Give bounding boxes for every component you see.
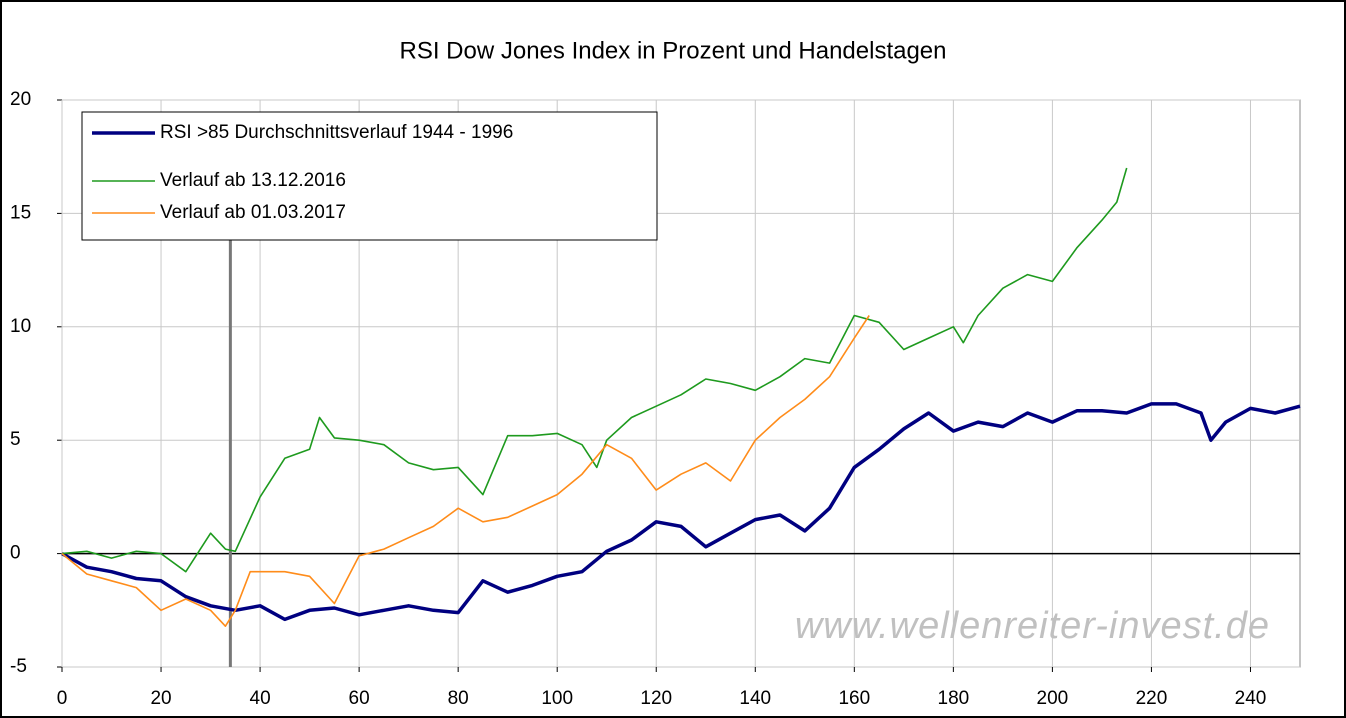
- y-tick-label: 15: [10, 202, 31, 223]
- x-tick-label: 60: [349, 688, 370, 709]
- x-tick-label: 40: [250, 688, 271, 709]
- y-tick-label: 10: [10, 316, 31, 337]
- x-tick-label: 180: [938, 688, 970, 709]
- legend-label: RSI >85 Durchschnittsverlauf 1944 - 1996: [160, 122, 513, 143]
- y-tick-label: -5: [10, 656, 27, 677]
- legend-box: [81, 111, 658, 241]
- x-tick-label: 20: [150, 688, 171, 709]
- y-tick-label: 20: [10, 89, 31, 110]
- x-tick-label: 0: [57, 688, 68, 709]
- x-tick-label: 200: [1037, 688, 1069, 709]
- x-tick-label: 140: [739, 688, 771, 709]
- watermark: www.wellenreiter-invest.de: [795, 605, 1270, 647]
- legend-label: Verlauf ab 01.03.2017: [160, 202, 346, 223]
- series-line: [61, 315, 870, 627]
- x-tick-label: 240: [1235, 688, 1267, 709]
- x-tick-label: 100: [541, 688, 573, 709]
- chart-title: RSI Dow Jones Index in Prozent und Hande…: [400, 37, 947, 64]
- series-line: [61, 402, 1301, 622]
- y-tick-label: 0: [10, 543, 21, 564]
- x-tick-label: 120: [640, 688, 672, 709]
- series-line: [61, 167, 1128, 573]
- x-tick-label: 80: [448, 688, 469, 709]
- y-tick-label: 5: [10, 429, 21, 450]
- legend-label: Verlauf ab 13.12.2016: [160, 170, 346, 191]
- x-tick-label: 160: [838, 688, 870, 709]
- x-tick-label: 220: [1136, 688, 1168, 709]
